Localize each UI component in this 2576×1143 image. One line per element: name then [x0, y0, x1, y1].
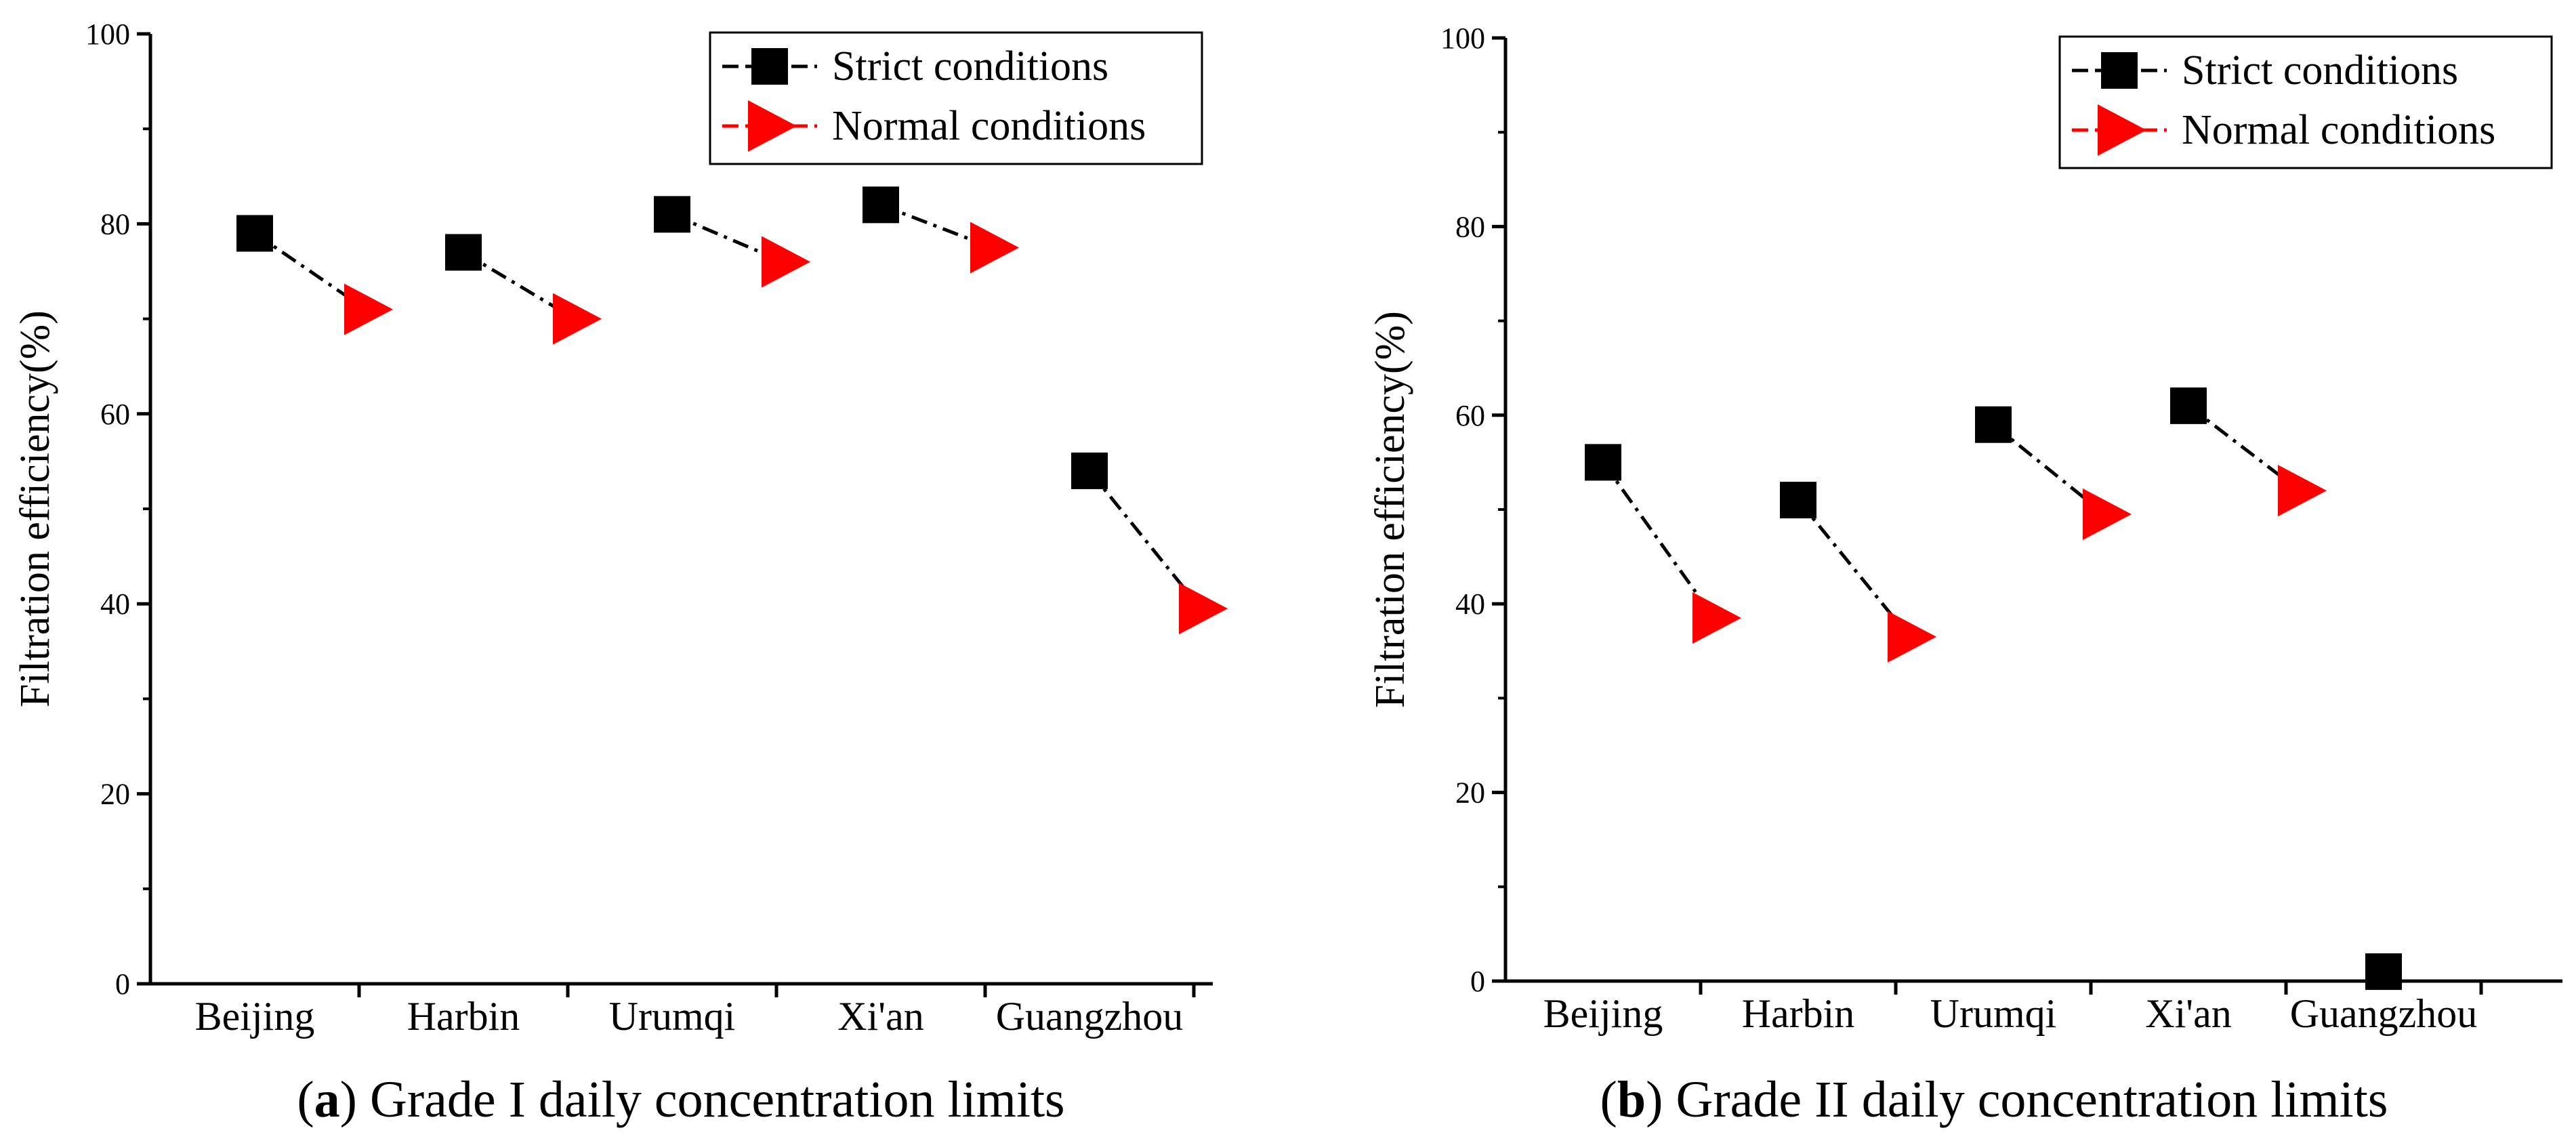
y-tick-label: 80	[1455, 210, 1485, 243]
legend-label: Strict conditions	[832, 43, 1108, 89]
y-axis-label: Filtration efficiency(%)	[1367, 311, 1413, 708]
panel-caption: (a) Grade I daily concentration limits	[297, 1071, 1064, 1128]
legend-label: Strict conditions	[2182, 47, 2458, 93]
chart-panel-b: 0 20 40 60 80 100 Beijing Harbin Urumqi Xi'an Guan…	[1367, 22, 2562, 1128]
connector-line	[1601, 461, 1716, 619]
legend-label: Normal conditions	[832, 103, 1146, 149]
y-tick-label: 20	[1455, 776, 1485, 810]
chart-panel-a: 0 20 40 60 80 100 Beijing Harbin Urumqi Xi'an Guan…	[12, 18, 1228, 1128]
legend-marker	[751, 48, 788, 85]
strict-point	[1780, 482, 1816, 519]
x-category-label: Harbin	[1742, 991, 1855, 1036]
connector-line	[880, 203, 993, 249]
strict-point	[1071, 452, 1108, 489]
x-category-label: Urumqi	[609, 994, 736, 1039]
panel-caption: (b) Grade II daily concentration limits	[1600, 1071, 2388, 1128]
normal-point	[970, 222, 1019, 274]
strict-point	[654, 196, 690, 233]
y-tick-label: 100	[85, 18, 130, 51]
strict-point	[236, 215, 273, 252]
x-category-label: Urumqi	[1930, 991, 2057, 1036]
connector-line	[2187, 404, 2301, 493]
normal-point	[1179, 583, 1228, 635]
y-tick-label: 80	[100, 207, 130, 241]
legend: Strict conditions Normal conditions	[709, 31, 1203, 165]
legend-box	[2058, 35, 2553, 169]
strict-point	[1585, 444, 1621, 481]
legend-box	[709, 31, 1203, 165]
normal-point	[2083, 488, 2132, 540]
legend-marker	[2098, 104, 2146, 156]
x-category-label: Guangzhou	[996, 994, 1184, 1039]
x-category-label: Harbin	[407, 994, 520, 1039]
normal-point	[344, 283, 393, 335]
normal-point	[1692, 592, 1741, 644]
strict-point	[863, 186, 899, 224]
strict-point	[2365, 953, 2402, 991]
y-tick-label: 100	[1440, 22, 1485, 55]
normal-point	[553, 293, 602, 345]
x-category-label: Beijing	[195, 994, 315, 1039]
normal-point	[2278, 465, 2327, 517]
y-tick-label: 60	[100, 398, 130, 431]
legend: Strict conditions Normal conditions	[2058, 35, 2553, 169]
legend-label: Normal conditions	[2182, 107, 2495, 153]
y-tick-label: 40	[100, 587, 130, 621]
legend-marker	[748, 100, 797, 152]
normal-point	[1888, 610, 1936, 663]
y-tick-label: 60	[1455, 399, 1485, 432]
normal-point	[762, 236, 810, 288]
strict-point	[445, 234, 482, 271]
y-tick-label: 40	[1455, 587, 1485, 621]
strict-point	[1975, 406, 2012, 443]
y-tick-label: 20	[100, 778, 130, 811]
y-tick-label: 0	[1470, 965, 1485, 998]
legend-marker	[2101, 52, 2138, 89]
connector-line	[1992, 423, 2106, 516]
x-category-label: Beijing	[1543, 991, 1663, 1036]
x-category-label: Guangzhou	[2290, 991, 2478, 1036]
x-category-label: Xi'an	[837, 994, 923, 1039]
y-tick-label: 0	[115, 968, 130, 1001]
x-category-label: Xi'an	[2145, 991, 2231, 1036]
strict-point	[2170, 387, 2207, 424]
y-axis-label: Filtration efficiency(%)	[12, 310, 58, 707]
